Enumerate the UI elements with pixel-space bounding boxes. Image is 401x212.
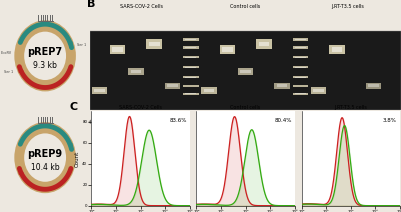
FancyBboxPatch shape	[293, 66, 308, 68]
FancyBboxPatch shape	[332, 47, 342, 52]
FancyBboxPatch shape	[183, 39, 198, 41]
FancyBboxPatch shape	[183, 66, 198, 68]
FancyBboxPatch shape	[131, 70, 141, 73]
FancyBboxPatch shape	[240, 70, 251, 73]
Text: 80.4%: 80.4%	[274, 118, 292, 123]
Text: δ2 CDR3: δ2 CDR3	[270, 115, 282, 127]
FancyBboxPatch shape	[183, 93, 198, 95]
FancyBboxPatch shape	[238, 68, 253, 75]
Text: 9.3 kb: 9.3 kb	[33, 61, 57, 70]
FancyBboxPatch shape	[293, 39, 308, 41]
Text: GAPDH: GAPDH	[199, 115, 209, 125]
FancyBboxPatch shape	[149, 42, 160, 46]
Circle shape	[14, 122, 76, 193]
Text: P9 Full-length: P9 Full-length	[210, 115, 227, 132]
Text: V9 CDR3: V9 CDR3	[124, 115, 136, 127]
Title: J.RT-T3.5 cells: J.RT-T3.5 cells	[334, 105, 367, 110]
Text: GAPDH: GAPDH	[308, 115, 319, 125]
Text: GAPDH: GAPDH	[89, 115, 99, 125]
FancyBboxPatch shape	[295, 93, 306, 94]
FancyBboxPatch shape	[186, 57, 196, 58]
FancyBboxPatch shape	[274, 83, 290, 89]
FancyBboxPatch shape	[165, 83, 180, 89]
FancyBboxPatch shape	[256, 39, 271, 49]
FancyBboxPatch shape	[112, 47, 123, 52]
FancyBboxPatch shape	[90, 31, 401, 110]
FancyBboxPatch shape	[183, 56, 198, 58]
FancyBboxPatch shape	[128, 68, 144, 75]
FancyBboxPatch shape	[295, 47, 306, 48]
Text: δ2 Full-length: δ2 Full-length	[356, 115, 374, 132]
Text: 10.4 kb: 10.4 kb	[31, 163, 59, 172]
Text: δ2 Full-length: δ2 Full-length	[247, 115, 264, 132]
FancyBboxPatch shape	[311, 87, 326, 94]
Text: P9 Full-length: P9 Full-length	[100, 115, 117, 132]
FancyBboxPatch shape	[110, 45, 126, 54]
Text: B: B	[87, 0, 95, 9]
Circle shape	[24, 32, 66, 80]
FancyBboxPatch shape	[186, 77, 196, 78]
FancyBboxPatch shape	[295, 67, 306, 68]
FancyBboxPatch shape	[295, 77, 306, 78]
Text: A: A	[0, 0, 4, 2]
FancyBboxPatch shape	[183, 46, 198, 49]
FancyBboxPatch shape	[293, 56, 308, 58]
FancyBboxPatch shape	[186, 67, 196, 68]
FancyBboxPatch shape	[277, 85, 288, 88]
Text: pREP7: pREP7	[28, 47, 63, 57]
Text: Ser 1: Ser 1	[4, 70, 13, 74]
FancyBboxPatch shape	[220, 45, 235, 54]
FancyBboxPatch shape	[295, 39, 306, 40]
FancyBboxPatch shape	[186, 93, 196, 94]
FancyBboxPatch shape	[368, 85, 379, 88]
Text: Ser 1: Ser 1	[77, 43, 87, 47]
FancyBboxPatch shape	[183, 76, 198, 78]
Text: δ2 Full-length: δ2 Full-length	[137, 115, 154, 132]
FancyBboxPatch shape	[167, 85, 178, 88]
FancyBboxPatch shape	[222, 47, 233, 52]
Circle shape	[14, 20, 76, 91]
Y-axis label: Count: Count	[75, 150, 79, 167]
Text: SARS-COV-2 Cells: SARS-COV-2 Cells	[120, 4, 163, 9]
Text: C: C	[70, 102, 78, 112]
Title: SARS-COV-2 Cells: SARS-COV-2 Cells	[119, 105, 162, 110]
Text: EcoRV: EcoRV	[1, 51, 12, 55]
FancyBboxPatch shape	[183, 85, 198, 87]
FancyBboxPatch shape	[293, 93, 308, 95]
FancyBboxPatch shape	[329, 45, 345, 54]
Text: V9 CDR3: V9 CDR3	[343, 115, 355, 127]
Text: J.RT-T3.5 cells: J.RT-T3.5 cells	[332, 4, 365, 9]
Text: V9 CDR3: V9 CDR3	[233, 115, 245, 127]
FancyBboxPatch shape	[186, 47, 196, 48]
FancyBboxPatch shape	[293, 76, 308, 78]
Title: Control cells: Control cells	[231, 105, 261, 110]
Text: 3.8%: 3.8%	[383, 118, 397, 123]
Text: Control cells: Control cells	[231, 4, 261, 9]
FancyBboxPatch shape	[293, 46, 308, 49]
FancyBboxPatch shape	[259, 42, 269, 46]
Circle shape	[24, 133, 66, 182]
FancyBboxPatch shape	[186, 39, 196, 40]
FancyBboxPatch shape	[295, 57, 306, 58]
FancyBboxPatch shape	[293, 85, 308, 87]
FancyBboxPatch shape	[314, 89, 324, 92]
Text: pREP9: pREP9	[28, 149, 63, 159]
FancyBboxPatch shape	[91, 87, 107, 94]
Text: 83.6%: 83.6%	[169, 118, 187, 123]
Text: δ2 CDR3: δ2 CDR3	[380, 115, 392, 127]
FancyBboxPatch shape	[204, 89, 215, 92]
FancyBboxPatch shape	[366, 83, 381, 89]
Text: P9 Full-length: P9 Full-length	[320, 115, 337, 132]
FancyBboxPatch shape	[94, 89, 105, 92]
FancyBboxPatch shape	[146, 39, 162, 49]
Text: δ2 CDR3: δ2 CDR3	[161, 115, 172, 127]
FancyBboxPatch shape	[201, 87, 217, 94]
